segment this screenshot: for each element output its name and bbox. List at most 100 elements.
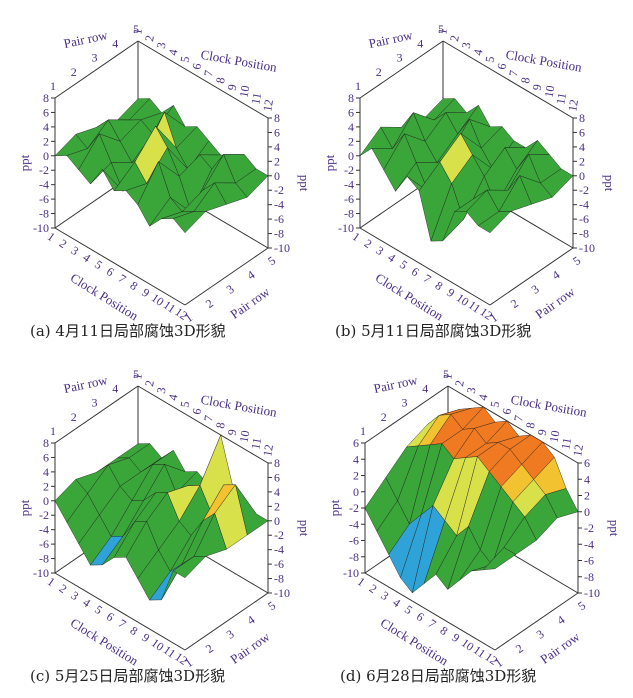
clock-tick-label: 4 (476, 393, 491, 401)
z-tick-label: -8 (274, 227, 284, 241)
clock-axis-title: Clock Position (68, 615, 142, 669)
pair-tick-label: 1 (50, 79, 56, 93)
clock-axis-title: Clock Position (378, 615, 452, 669)
clock-axis-title: Clock Position (200, 47, 279, 75)
z-axis-title: ppt (607, 520, 622, 537)
z-tick-label: 4 (274, 140, 280, 154)
clock-tick-label: 3 (378, 588, 391, 603)
pair-tick-label: 4 (112, 36, 118, 50)
clock-tick-label: 5 (482, 55, 497, 63)
clock-tick-label: 3 (459, 41, 474, 49)
pair-tick-label: 3 (92, 396, 98, 410)
z-tick-label: -10 (274, 241, 290, 255)
pair-tick-label: 4 (554, 613, 567, 628)
box-edge (54, 40, 139, 99)
clock-tick-label: 9 (444, 285, 457, 300)
clock-axis-title: Clock Position (200, 392, 279, 420)
panel: -10-10-8-8-6-6-4-4-2-2002244661122334455… (327, 367, 622, 685)
z-tick-label: 4 (579, 140, 585, 154)
z-axis-title: ppt (602, 175, 617, 192)
clock-tick-label: 4 (385, 250, 398, 265)
pair-tick-label: 2 (381, 410, 387, 424)
z-tick-label: -6 (274, 557, 284, 571)
clock-tick-label: 4 (166, 393, 181, 401)
z-tick-label: -4 (39, 178, 49, 192)
clock-tick-label: 11 (558, 437, 574, 451)
pair-tick-label: 4 (112, 381, 118, 395)
clock-tick-label: 8 (518, 76, 533, 84)
z-tick-label: 4 (43, 120, 49, 134)
pair-tick-label: 4 (417, 36, 423, 50)
clock-tick-label: 2 (367, 581, 380, 596)
pair-tick-label: 5 (133, 22, 139, 36)
clock-tick-label: 6 (104, 264, 117, 279)
z-tick-label: 6 (579, 125, 585, 139)
pair-axis-title: Pair row (62, 372, 109, 396)
z-tick-label: 2 (353, 469, 359, 483)
box-edge (137, 40, 269, 119)
z-tick-label: -6 (39, 192, 49, 206)
z-tick-label: 0 (274, 169, 280, 183)
pair-axis-title: Pair row (367, 27, 414, 51)
pair-tick-label: 2 (203, 296, 216, 311)
clock-tick-label: 3 (68, 243, 81, 258)
surface-cell (477, 211, 512, 234)
z-tick-label: -10 (343, 566, 359, 580)
clock-tick-label: 2 (452, 379, 467, 387)
clock-tick-label: 5 (397, 257, 410, 272)
z-tick-label: -2 (39, 163, 49, 177)
z-tick-label: -4 (274, 198, 284, 212)
pair-tick-label: 2 (508, 296, 521, 311)
z-tick-label: 2 (43, 479, 49, 493)
z-tick-label: 2 (584, 489, 590, 503)
panel: -10-10-8-8-6-6-4-4-2-2002244668811223344… (322, 22, 617, 340)
z-tick-label: 4 (584, 472, 590, 486)
z-tick-label: -10 (33, 221, 49, 235)
z-axis-title: ppt (17, 154, 32, 171)
pair-tick-label: 3 (534, 627, 547, 642)
z-tick-label: 8 (274, 111, 280, 125)
clock-tick-label: 7 (116, 271, 129, 286)
clock-tick-label: 5 (92, 257, 105, 272)
clock-tick-label: 6 (414, 609, 427, 624)
caption: (d) 6月28日局部腐蚀3D形貌 (340, 667, 536, 685)
pair-tick-label: 3 (402, 396, 408, 410)
pair-tick-label: 3 (92, 51, 98, 65)
z-tick-label: 4 (353, 452, 359, 466)
clock-tick-label: 4 (166, 48, 181, 56)
z-axis-title: ppt (17, 499, 32, 516)
clock-tick-label: 12 (260, 443, 276, 457)
z-tick-label: 8 (43, 91, 49, 105)
z-axis-title: ppt (322, 154, 337, 171)
pair-axis-title: Pair row (227, 629, 272, 667)
caption: (c) 5月25日局部腐蚀3D形貌 (30, 667, 225, 685)
z-tick-label: 4 (348, 120, 354, 134)
clock-tick-label: 8 (433, 278, 446, 293)
clock-tick-label: 1 (435, 27, 450, 35)
clock-axis-title: Clock Position (373, 270, 447, 324)
pair-tick-label: 3 (397, 51, 403, 65)
z-tick-label: 0 (348, 149, 354, 163)
clock-tick-label: 6 (104, 609, 117, 624)
clock-tick-label: 9 (139, 630, 152, 645)
pair-axis-title: Pair row (372, 372, 419, 396)
z-tick-label: 4 (274, 485, 280, 499)
clock-tick-label: 7 (116, 616, 129, 631)
clock-tick-label: 4 (471, 48, 486, 56)
clock-tick-label: 4 (80, 595, 93, 610)
z-tick-label: -10 (579, 241, 595, 255)
pair-tick-label: 2 (71, 410, 77, 424)
z-tick-label: 8 (579, 111, 585, 125)
z-tick-label: 0 (353, 485, 359, 499)
pair-tick-label: 3 (529, 282, 542, 297)
clock-tick-label: 10 (237, 84, 253, 98)
z-tick-label: -6 (344, 192, 354, 206)
pair-tick-label: 5 (265, 598, 278, 613)
z-tick-label: 6 (353, 436, 359, 450)
box-edge (364, 385, 449, 444)
clock-tick-label: 10 (547, 429, 563, 443)
clock-tick-label: 3 (68, 588, 81, 603)
clock-tick-label: 2 (142, 34, 157, 42)
pair-axis-title: Pair row (227, 284, 272, 322)
z-tick-label: -8 (39, 207, 49, 221)
